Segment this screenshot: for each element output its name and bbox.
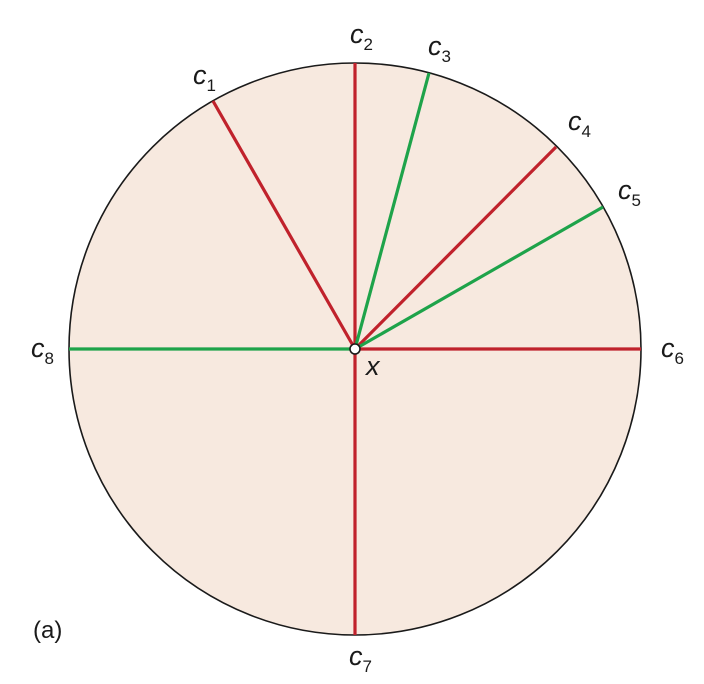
segment-c4 xyxy=(353,145,558,351)
label-c8: c8 xyxy=(31,333,54,368)
panel-label: (a) xyxy=(33,617,62,644)
label-c1: c1 xyxy=(193,60,216,95)
label-c2: c2 xyxy=(350,19,373,54)
segment-c3 xyxy=(353,72,431,350)
label-c5: c5 xyxy=(618,175,641,210)
label-center-x: x xyxy=(364,351,381,381)
label-c4: c4 xyxy=(568,106,591,141)
label-c7: c7 xyxy=(349,641,372,676)
center-point xyxy=(349,343,361,355)
label-c6: c6 xyxy=(661,333,684,368)
segment-c1 xyxy=(211,100,357,350)
segment-c5 xyxy=(354,205,604,351)
label-c3: c3 xyxy=(428,31,451,66)
